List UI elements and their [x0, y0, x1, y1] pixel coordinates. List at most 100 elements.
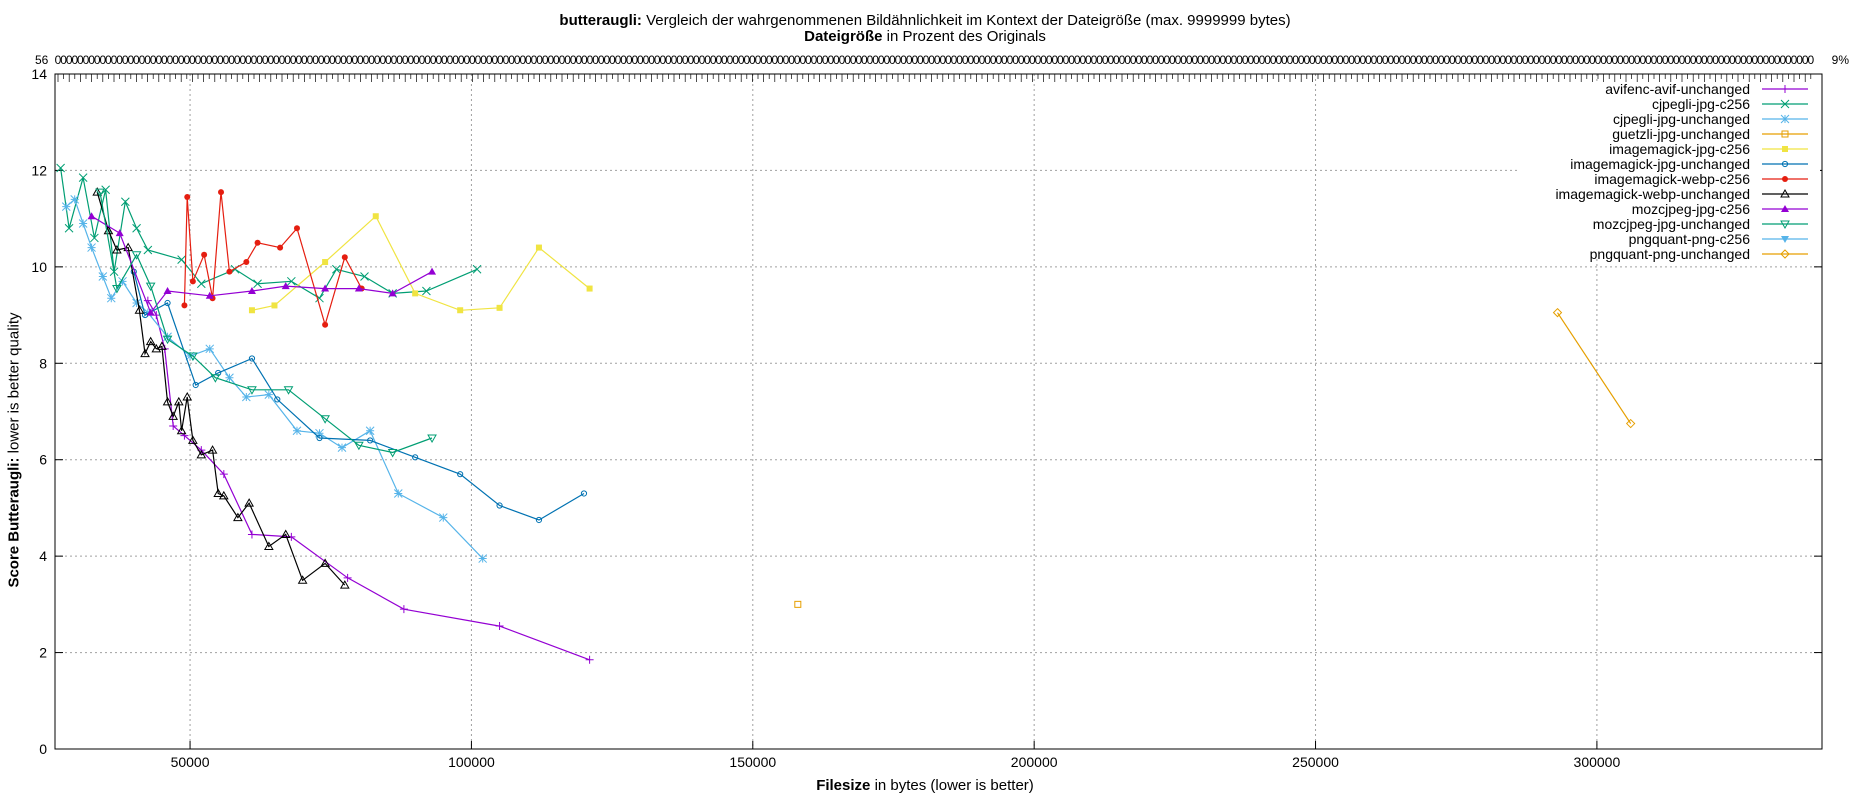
legend-marker: [1780, 114, 1790, 124]
top-axis-tick-label: 0: [413, 53, 420, 67]
top-axis-tick-label: 0: [1292, 53, 1299, 67]
top-axis-tick-label: 0: [783, 53, 790, 67]
data-point: [146, 308, 155, 316]
top-axis-tick-label: 0: [592, 53, 599, 67]
top-axis-tick-label: 0: [1141, 53, 1148, 67]
data-point: [264, 390, 274, 399]
top-axis-tick-label: 0: [1158, 53, 1165, 67]
top-axis-tick-label: 0: [1270, 53, 1277, 67]
top-axis-tick-label: 0: [1522, 53, 1529, 67]
data-point: [339, 580, 350, 589]
data-point: [145, 336, 156, 346]
top-axis-tick-label: 0: [167, 53, 174, 67]
data-point: [132, 298, 141, 308]
top-axis-tick-label: 0: [402, 53, 409, 67]
top-axis-tick-label: 0: [1343, 53, 1350, 67]
top-axis-tick-label: 0: [1331, 53, 1338, 67]
top-axis-tick-label: 0: [805, 53, 812, 67]
data-point: [422, 286, 431, 296]
legend-marker: [1781, 130, 1789, 138]
legend: avifenc-avif-unchangedcjpegli-jpg-c256cj…: [1520, 81, 1820, 262]
legend-label: imagemagick-jpg-c256: [1609, 141, 1750, 157]
top-axis-tick-label: 0: [1068, 53, 1075, 67]
legend-label: avifenc-avif-unchanged: [1605, 81, 1750, 97]
top-axis-tick-label: 0: [458, 53, 465, 67]
data-point: [143, 308, 153, 318]
data-point: [134, 305, 145, 314]
top-axis-tick-label: 0: [116, 53, 123, 67]
data-point: [205, 291, 214, 299]
top-axis-tick-label: 0: [861, 53, 868, 67]
top-axis-tick-label: 0: [1051, 53, 1058, 67]
top-axis-tick-label: 0: [295, 53, 302, 67]
top-axis-tick-label: 0: [1662, 53, 1669, 67]
top-axis-tick-label: 0: [906, 53, 913, 67]
top-axis-tick-label: 0: [346, 53, 353, 67]
series-imagemagick-jpg-unchanged: [130, 268, 588, 524]
top-axis-tick-label: 0: [1483, 53, 1490, 67]
data-point: [387, 448, 398, 458]
top-axis-tick-label: 0: [850, 53, 857, 67]
data-point: [182, 392, 193, 401]
top-axis-tick-label: 0: [547, 53, 554, 67]
top-axis-tick-label: 0: [620, 53, 627, 67]
series-line: [96, 191, 346, 586]
top-axis-tick-label: 0: [127, 53, 134, 67]
legend-label: imagemagick-jpg-unchanged: [1570, 156, 1750, 172]
data-point: [322, 321, 329, 328]
data-point: [1625, 418, 1636, 429]
data-point: [337, 443, 347, 453]
data-point: [112, 285, 122, 294]
top-axis-tick-label: 0: [1180, 53, 1187, 67]
plot-frame: [54, 73, 1823, 750]
top-axis-tick-label: 0: [1264, 53, 1271, 67]
top-axis-tick-label: 0: [122, 53, 129, 67]
top-axis-tick-label: 0: [200, 53, 207, 67]
top-axis-tick-label: 0: [279, 53, 286, 67]
top-axis-tick-label: 0: [447, 53, 454, 67]
top-axis-tick-label: 0: [66, 53, 73, 67]
top-axis-tick-label: 0: [1012, 53, 1019, 67]
data-point: [585, 655, 594, 664]
legend-marker: [1780, 188, 1790, 198]
top-axis-tick-label: 0: [1203, 53, 1210, 67]
top-axis-tick-label: 0: [1046, 53, 1053, 67]
data-point: [365, 426, 375, 436]
top-axis-tick-label: 0: [643, 53, 650, 67]
top-axis-tick-label: 0: [1690, 53, 1697, 67]
top-axis-tick-label: 0: [1079, 53, 1086, 67]
top-axis-tick-label: 0: [1578, 53, 1585, 67]
legend-label: cjpegli-jpg-c256: [1652, 96, 1750, 112]
top-axis-tick-label: 0: [1802, 53, 1809, 67]
top-axis-tick-label: 0: [463, 53, 470, 67]
top-axis-tick-label: 0: [1763, 53, 1770, 67]
top-axis-tick-label: 0: [178, 53, 185, 67]
series-line: [251, 215, 590, 311]
top-axis-tick-label: 0: [1639, 53, 1646, 67]
top-axis-tick-label: 0: [699, 53, 706, 67]
top-axis-tick-label: 0: [1757, 53, 1764, 67]
top-axis-tick-label: 0: [1001, 53, 1008, 67]
top-axis-tick-label: 0: [917, 53, 924, 67]
top-axis-tick-label: 0: [939, 53, 946, 67]
top-axis-tick-label: 0: [351, 53, 358, 67]
data-point: [188, 435, 198, 444]
data-point: [274, 396, 281, 403]
top-axis-tick-label: 0: [1623, 53, 1630, 67]
top-axis-tick-label: 0: [1684, 53, 1691, 67]
top-axis-tick-label: 0: [559, 53, 566, 67]
data-point: [412, 454, 419, 461]
top-axis-tick-label: 0: [99, 53, 106, 67]
data-point: [196, 449, 207, 459]
top-axis-tick-label: 0: [911, 53, 918, 67]
top-axis-tick-label: 0: [340, 53, 347, 67]
data-point: [343, 573, 352, 582]
y-tick-label: 0: [39, 741, 47, 757]
top-axis-tick-label: 0: [1399, 53, 1406, 67]
top-axis-tick-label: 0: [1746, 53, 1753, 67]
y-axis-label: Score Butteraugli: lower is better quali…: [6, 312, 23, 587]
data-point: [157, 341, 167, 350]
data-point: [315, 428, 324, 438]
data-point: [367, 437, 374, 444]
top-axis-tick-label: 0: [1729, 53, 1736, 67]
